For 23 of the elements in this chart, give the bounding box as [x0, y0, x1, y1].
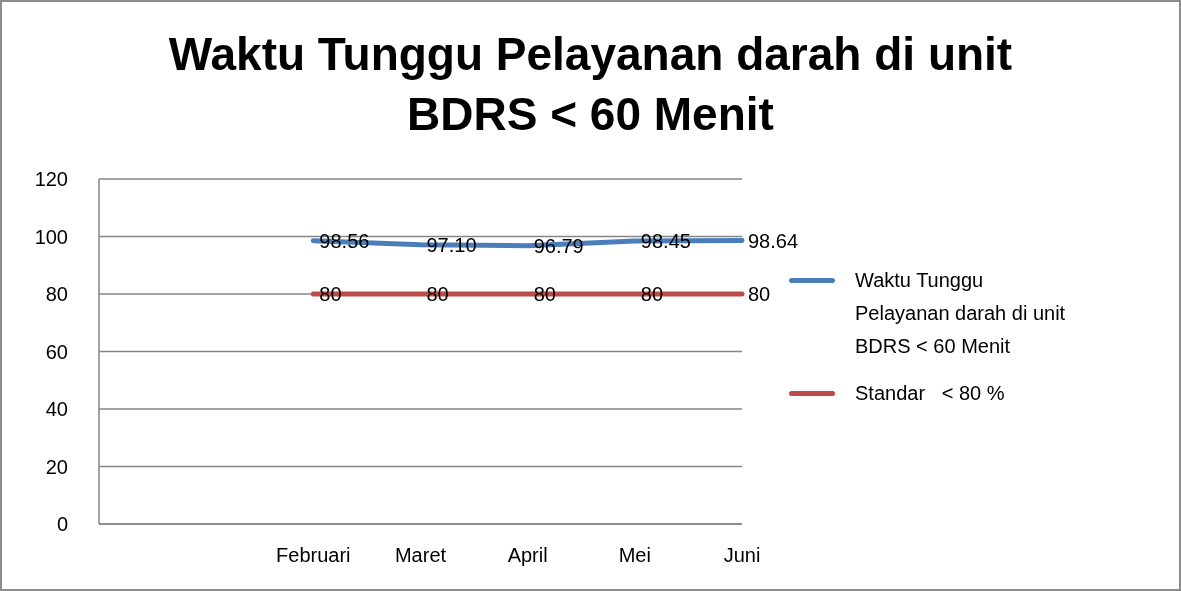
data-label: 97.10	[426, 233, 477, 256]
data-label: 80	[640, 283, 664, 306]
data-label: 98.64	[748, 229, 799, 252]
y-tick-label: 60	[45, 340, 68, 363]
y-tick-label: 100	[34, 225, 68, 248]
y-tick-label: 20	[45, 455, 68, 478]
data-label: 80	[319, 283, 342, 306]
chart-title: Waktu Tunggu Pelayanan darah di unit BDRS < 60 Menit	[168, 28, 1013, 140]
x-tick-label: Februari	[276, 544, 351, 567]
x-tick-label: Mei	[618, 544, 651, 567]
y-tick-label: 120	[34, 168, 68, 191]
y-tick-label: 80	[45, 283, 68, 306]
x-tick-label: Juni	[723, 544, 761, 567]
data-label: 80	[426, 283, 449, 306]
y-tick-label: 40	[45, 398, 68, 421]
y-tick-label: 0	[56, 513, 68, 536]
legend-label: Standar < 80 %	[855, 382, 1005, 404]
x-tick-label: Maret	[394, 544, 447, 567]
x-tick-label: April	[507, 544, 548, 567]
data-label: 80	[533, 283, 556, 306]
data-label: 80	[748, 283, 771, 306]
data-label: 98.45	[640, 230, 691, 253]
legend-label: Waktu Tunggu Pelayanan darah di unit BDRS < 60 Menit	[855, 269, 1067, 357]
